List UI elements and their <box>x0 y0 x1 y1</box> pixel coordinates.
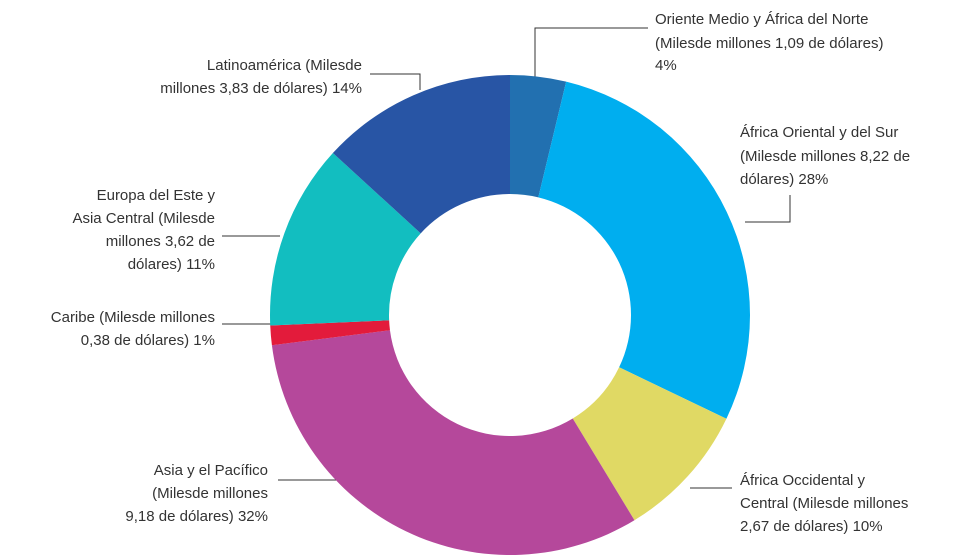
leader-line <box>534 27 648 80</box>
slice-label: dólares) 28% <box>740 171 828 188</box>
donut-slice <box>538 81 750 419</box>
donut-slice <box>270 153 421 326</box>
slice-label: dólares) 11% <box>128 256 215 273</box>
slice-label: millones 3,62 de <box>106 233 215 250</box>
slice-label: 9,18 de dólares) 32% <box>125 508 268 525</box>
slice-label: África Occidental y <box>740 472 866 489</box>
slice-label: Asia y el Pacífico <box>154 462 268 479</box>
leader-line <box>745 195 791 223</box>
slice-label: 0,38 de dólares) 1% <box>81 332 215 349</box>
slice-label: Central (Milesde millones <box>740 495 908 512</box>
donut-slice <box>332 75 510 234</box>
slice-label: Latinoamérica (Milesde <box>207 57 362 74</box>
slice-label: (Milesde millones 1,09 de dólares) <box>655 35 883 52</box>
slice-label: África Oriental y del Sur <box>740 124 898 141</box>
donut-slice <box>572 367 727 521</box>
slice-label: millones 3,83 de dólares) 14% <box>160 80 362 97</box>
slice-label: Oriente Medio y África del Norte <box>655 11 868 28</box>
slice-label: Caribe (Milesde millones <box>51 309 215 326</box>
slice-label: (Milesde millones <box>152 485 268 502</box>
slice-label: (Milesde millones 8,22 de <box>740 148 910 165</box>
slice-label: Asia Central (Milesde <box>72 210 215 227</box>
leader-lines <box>222 27 791 489</box>
slice-label: 2,67 de dólares) 10% <box>740 518 883 535</box>
leader-line <box>370 73 421 90</box>
slice-label: 4% <box>655 57 677 74</box>
slice-label: Europa del Este y <box>97 187 216 204</box>
donut-slice <box>510 75 567 198</box>
donut-slice <box>270 320 390 346</box>
donut-slice <box>271 330 635 555</box>
